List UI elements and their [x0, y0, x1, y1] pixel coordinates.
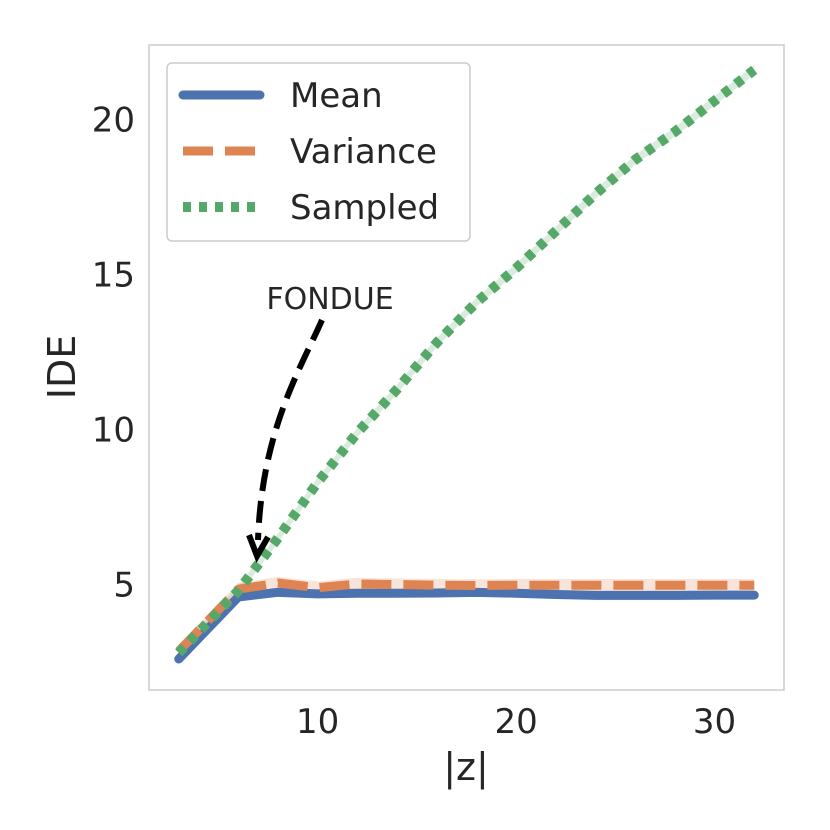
series-line-variance [175, 578, 755, 655]
y-tick-label: 15 [92, 255, 135, 295]
annotation-text: FONDUE [266, 282, 393, 317]
series-lines [174, 65, 759, 664]
x-tick-label: 10 [296, 702, 339, 742]
y-tick-label: 10 [92, 411, 135, 451]
legend: Mean Variance Sampled [166, 62, 471, 242]
y-axis-label: IDE [40, 335, 84, 399]
y-tick-label: 5 [113, 566, 135, 606]
x-axis-ticks: 10 20 30 [296, 702, 736, 742]
legend-label-sampled: Sampled [290, 188, 439, 228]
annotation-arrowhead [246, 533, 271, 563]
legend-box [166, 62, 471, 242]
x-axis-label: |z| [443, 745, 489, 790]
series-line-sampled [175, 65, 758, 657]
annotation: FONDUE [246, 282, 394, 563]
legend-label-variance: Variance [290, 132, 437, 172]
annotation-arrow [255, 318, 325, 541]
series-line-mean [174, 587, 759, 664]
y-tick-label: 20 [92, 100, 135, 140]
x-tick-label: 30 [693, 702, 736, 742]
x-tick-label: 20 [494, 702, 537, 742]
band-variance [178, 576, 755, 658]
y-axis-ticks: 5 10 15 20 [92, 100, 135, 605]
legend-label-mean: Mean [290, 76, 383, 116]
